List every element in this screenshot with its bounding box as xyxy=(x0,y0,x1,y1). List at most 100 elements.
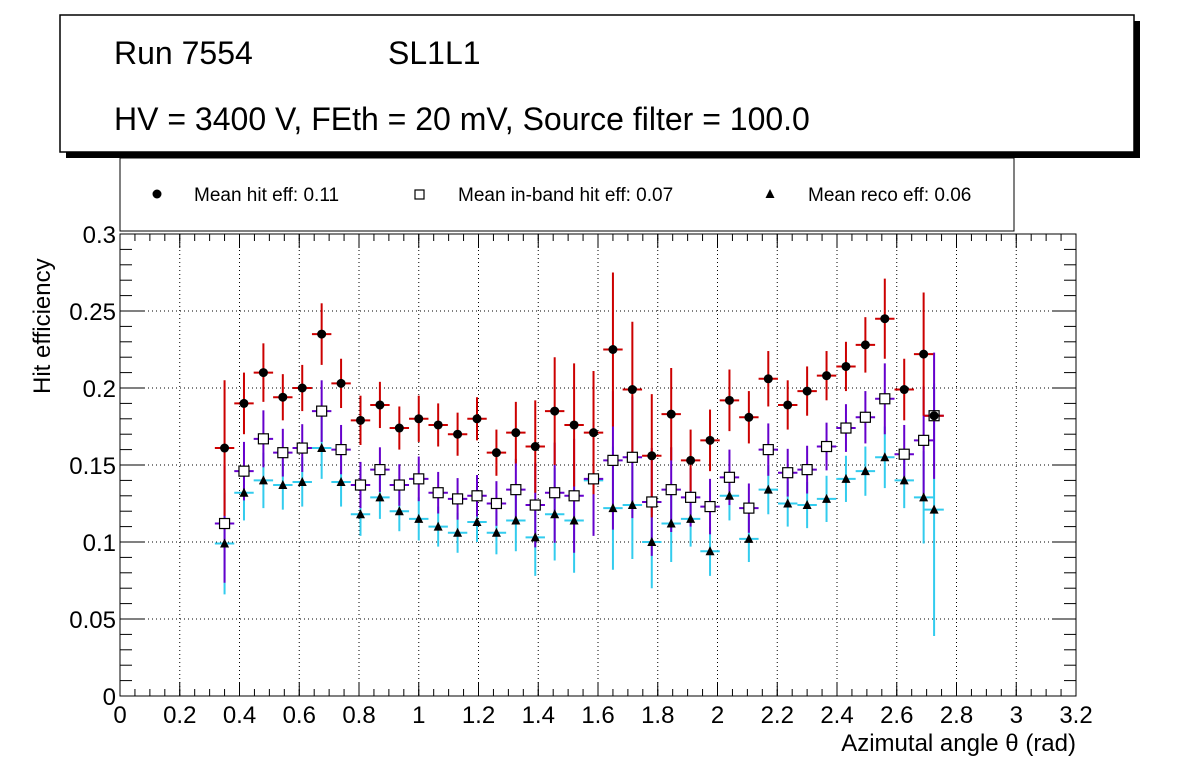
y-tick-label: 0.3 xyxy=(83,222,116,249)
y-tick-label: 0 xyxy=(103,684,116,711)
legend-marker-reco xyxy=(765,189,775,198)
x-tick-label: 0 xyxy=(113,702,126,729)
reco-point xyxy=(569,515,579,525)
inband-point xyxy=(743,502,755,514)
hit-point xyxy=(375,400,385,410)
hit-point xyxy=(929,411,939,421)
inband-point xyxy=(840,422,852,434)
legend-label-hit: Mean hit eff: 0.11 xyxy=(194,185,339,206)
title-box: Run 7554 SL1L1 HV = 3400 V, FEth = 20 mV… xyxy=(59,14,1140,158)
reco-point xyxy=(841,473,851,483)
hit-point xyxy=(763,374,773,384)
inband-point xyxy=(490,497,503,510)
x-tick-label: 0.4 xyxy=(223,702,256,729)
hit-point xyxy=(802,386,812,396)
inband-point xyxy=(646,496,658,508)
hit-point xyxy=(880,314,890,324)
reco-point xyxy=(297,476,307,486)
inband-point xyxy=(277,447,289,459)
reco-point xyxy=(822,493,832,503)
reco-point xyxy=(220,538,230,548)
legend-label-inband: Mean in-band hit eff: 0.07 xyxy=(458,185,673,206)
reco-point xyxy=(530,532,540,542)
title-layer: SL1L1 xyxy=(388,35,481,71)
reco-point xyxy=(929,504,939,514)
hit-point xyxy=(724,395,734,405)
x-tick-label: 2.8 xyxy=(940,702,973,729)
axes: 0 0.2 0.4 0.6 0.8 1 1.2 1.4 1.6 1.8 2 2.2 2.4 2.6 2.8 3… xyxy=(69,222,1092,729)
reco-point xyxy=(511,515,521,525)
reco-point xyxy=(666,518,676,528)
reco-point xyxy=(705,546,715,556)
inband-point xyxy=(296,442,308,454)
x-tick-label: 1.4 xyxy=(522,702,555,729)
hit-point xyxy=(841,361,851,371)
legend: Mean hit eff: 0.11 Mean in-band hit eff:… xyxy=(119,157,1015,232)
inband-point xyxy=(801,464,813,476)
hit-point xyxy=(453,429,463,439)
inband-point xyxy=(859,411,871,423)
inband-point xyxy=(762,444,774,456)
x-tick-label: 1 xyxy=(412,702,425,729)
x-tick-label: 2.4 xyxy=(820,702,853,729)
inband-point xyxy=(218,517,231,530)
reco-point xyxy=(433,521,443,531)
inband-point xyxy=(898,448,910,460)
x-tick-label: 2.6 xyxy=(880,702,913,729)
reco-point xyxy=(724,490,734,500)
reco-point xyxy=(783,498,793,508)
reco-point xyxy=(608,503,618,513)
hit-point xyxy=(511,428,521,438)
y-tick-label: 0.05 xyxy=(69,607,116,634)
inband-point xyxy=(354,479,367,491)
y-tick-label: 0.1 xyxy=(83,530,116,557)
hit-point xyxy=(608,345,618,354)
hit-point xyxy=(472,414,482,424)
hit-point xyxy=(433,420,443,430)
inband-point xyxy=(685,491,697,503)
reco-point xyxy=(550,509,560,519)
x-tick-label: 3 xyxy=(1010,702,1023,729)
hit-point xyxy=(530,442,540,452)
y-tick-label: 0.15 xyxy=(69,453,116,480)
reco-point xyxy=(880,452,890,462)
hit-point xyxy=(336,378,346,388)
hit-point xyxy=(258,368,268,378)
inband-point xyxy=(374,464,386,476)
reco-point xyxy=(802,500,812,510)
reco-point xyxy=(860,466,870,476)
reco-point xyxy=(239,487,249,497)
reco-point xyxy=(317,443,327,453)
y-tick-label: 0.25 xyxy=(69,299,116,326)
reco-point xyxy=(394,506,404,516)
reco-point xyxy=(258,475,268,485)
hit-point xyxy=(297,383,307,393)
reco-point xyxy=(336,476,346,486)
hit-point xyxy=(822,371,832,381)
inband-point xyxy=(257,433,269,445)
inband-point xyxy=(451,493,464,505)
reco-point xyxy=(744,533,754,543)
reco-point xyxy=(355,509,365,519)
reco-point xyxy=(414,513,424,523)
inband-point xyxy=(704,500,716,513)
hit-point xyxy=(394,423,404,433)
inband-point xyxy=(335,444,347,456)
x-tick-label: 2 xyxy=(711,702,724,729)
hit-point xyxy=(355,415,365,425)
inband-point xyxy=(471,490,483,502)
inband-point xyxy=(587,473,600,485)
x-axis-title: Azimutal angle θ (rad) xyxy=(841,730,1076,757)
x-tick-label: 1.8 xyxy=(641,702,674,729)
hit-point xyxy=(550,406,560,416)
reco-point xyxy=(472,516,482,526)
x-tick-label: 0.8 xyxy=(342,702,375,729)
reco-point xyxy=(278,480,288,490)
inband-point xyxy=(607,454,619,466)
reco-point xyxy=(453,527,463,537)
reco-point xyxy=(899,475,909,485)
data-series xyxy=(214,272,944,636)
x-tick-label: 0.6 xyxy=(283,702,316,729)
hit-point xyxy=(278,392,288,402)
